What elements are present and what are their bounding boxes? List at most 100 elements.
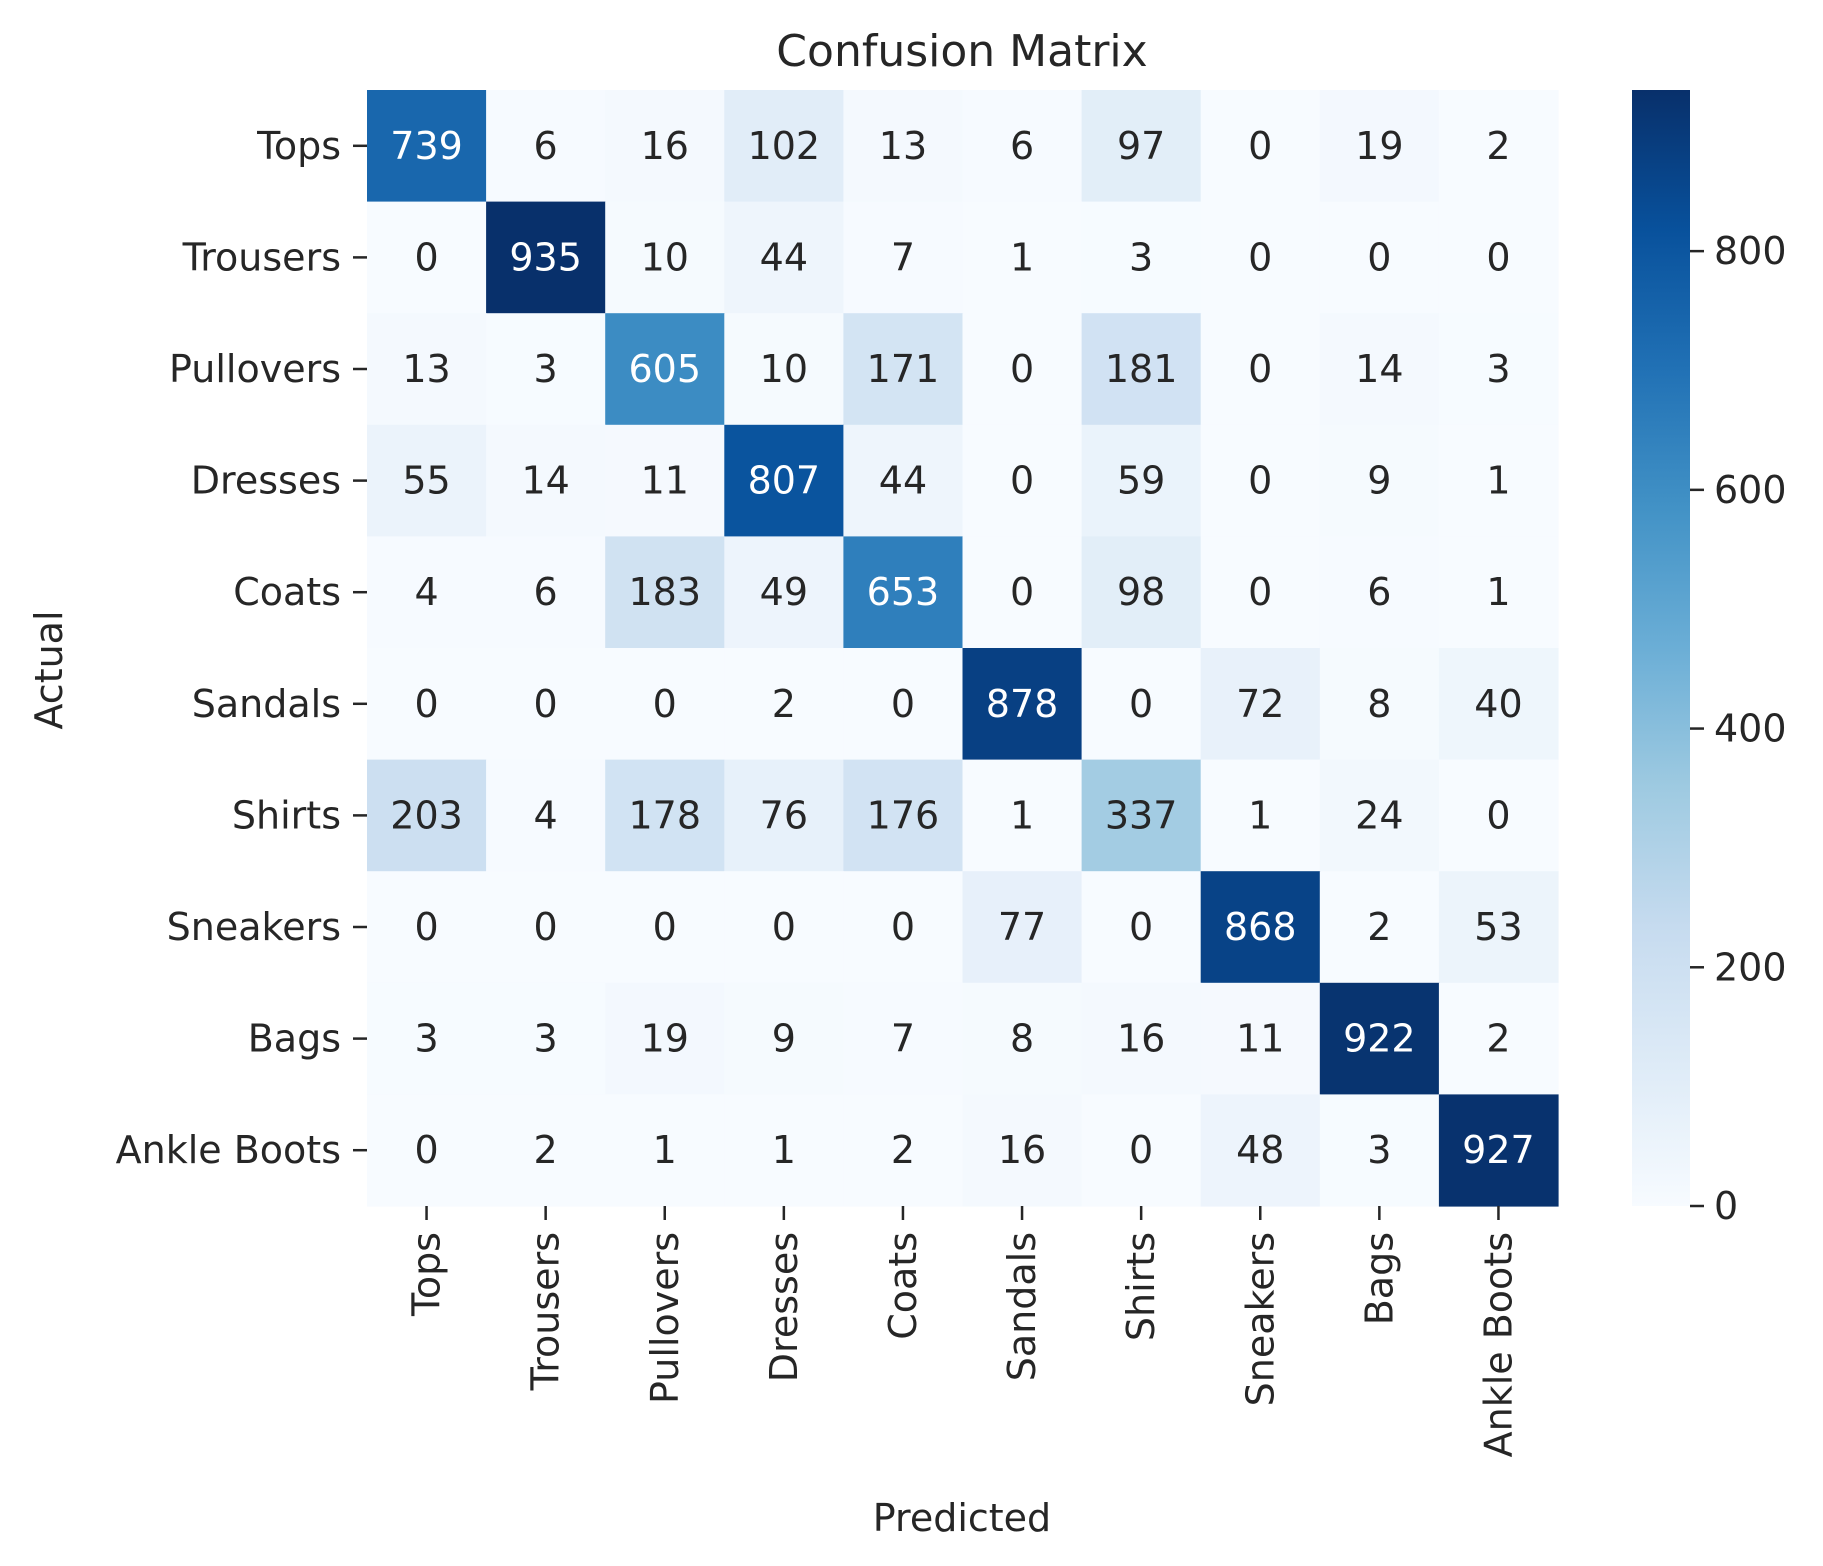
cell-value-label: 653 bbox=[867, 570, 940, 614]
cell-value-label: 0 bbox=[891, 682, 915, 726]
cell-value-label: 1 bbox=[1010, 793, 1034, 837]
heatmap-cell bbox=[367, 313, 487, 426]
x-axis-ticks: Tops Trousers Pullovers Dresses Coats Sandals… bbox=[405, 1206, 1520, 1457]
cell-value-label: 3 bbox=[414, 1017, 438, 1061]
heatmap-cells bbox=[367, 90, 1559, 1207]
cell-value-label: 97 bbox=[1117, 124, 1165, 168]
cell-value-label: 44 bbox=[760, 235, 808, 279]
cell-value-label: 3 bbox=[1367, 1128, 1391, 1172]
cell-value-label: 7 bbox=[891, 1017, 915, 1061]
cell-value-label: 868 bbox=[1224, 905, 1297, 949]
cell-value-label: 6 bbox=[1010, 124, 1034, 168]
y-tick-label: Tops bbox=[256, 124, 341, 168]
heatmap-cell bbox=[367, 648, 487, 761]
heatmap-cell bbox=[843, 1094, 964, 1207]
heatmap-cell bbox=[605, 1094, 725, 1207]
heatmap-cell bbox=[486, 424, 606, 537]
cell-value-label: 0 bbox=[1248, 124, 1272, 168]
heatmap-cell bbox=[1200, 759, 1321, 872]
cell-value-label: 13 bbox=[879, 124, 927, 168]
cell-value-label: 4 bbox=[414, 570, 438, 614]
heatmap-cell bbox=[1200, 536, 1321, 649]
cell-value-label: 203 bbox=[390, 793, 463, 837]
cell-value-label: 3 bbox=[1486, 347, 1510, 391]
cell-value-label: 0 bbox=[1248, 347, 1272, 391]
cell-value-label: 0 bbox=[653, 905, 677, 949]
y-tick-label: Sneakers bbox=[167, 905, 341, 949]
heatmap-cell bbox=[1438, 648, 1559, 761]
cell-value-label: 176 bbox=[867, 793, 940, 837]
heatmap-cell bbox=[486, 90, 606, 203]
x-tick-label: Bags bbox=[1357, 1232, 1401, 1325]
cell-value-label: 0 bbox=[1010, 570, 1034, 614]
heatmap-cell bbox=[605, 648, 725, 761]
heatmap-cell bbox=[1438, 313, 1559, 426]
heatmap-cell bbox=[1081, 648, 1202, 761]
cell-value-label: 0 bbox=[414, 235, 438, 279]
heatmap-cell bbox=[962, 759, 1083, 872]
colorbar bbox=[1632, 90, 1690, 1206]
cell-value-label: 0 bbox=[1367, 235, 1391, 279]
heatmap-cell bbox=[367, 424, 487, 537]
heatmap-cell bbox=[486, 201, 606, 314]
y-tick-label: Dresses bbox=[191, 459, 341, 503]
colorbar-tick-label: 800 bbox=[1714, 229, 1787, 273]
cell-value-label: 72 bbox=[1236, 682, 1284, 726]
colorbar-tick-label: 0 bbox=[1714, 1184, 1738, 1228]
heatmap-cell bbox=[962, 871, 1083, 984]
heatmap-cell bbox=[1319, 759, 1440, 872]
cell-value-label: 53 bbox=[1474, 905, 1522, 949]
cell-value-label: 1 bbox=[1010, 235, 1034, 279]
cell-value-label: 13 bbox=[402, 347, 450, 391]
cell-value-label: 878 bbox=[986, 682, 1059, 726]
cell-value-label: 807 bbox=[748, 459, 821, 503]
cell-value-label: 10 bbox=[641, 235, 689, 279]
heatmap-cell bbox=[1319, 982, 1440, 1095]
cell-value-label: 7 bbox=[891, 235, 915, 279]
cell-value-label: 76 bbox=[760, 793, 808, 837]
heatmap-cell bbox=[1438, 759, 1559, 872]
cell-value-label: 77 bbox=[998, 905, 1046, 949]
heatmap-cell bbox=[367, 201, 487, 314]
heatmap-cell bbox=[605, 424, 725, 537]
heatmap-cell bbox=[367, 982, 487, 1095]
heatmap-cell bbox=[1200, 871, 1321, 984]
cell-value-label: 0 bbox=[1129, 682, 1153, 726]
cell-value-label: 0 bbox=[653, 682, 677, 726]
cell-value-label: 14 bbox=[521, 459, 569, 503]
cell-value-label: 605 bbox=[628, 347, 701, 391]
heatmap-cell bbox=[1081, 759, 1202, 872]
cell-value-label: 102 bbox=[748, 124, 821, 168]
heatmap-cell bbox=[1081, 871, 1202, 984]
cell-value-label: 1 bbox=[1486, 570, 1510, 614]
cell-value-label: 49 bbox=[760, 570, 808, 614]
heatmap-cell bbox=[1438, 982, 1559, 1095]
heatmap-cell bbox=[724, 648, 844, 761]
colorbar-ticks: 0 200 400 600 800 bbox=[1690, 229, 1787, 1228]
heatmap-cell bbox=[1081, 90, 1202, 203]
heatmap-cell bbox=[724, 982, 844, 1095]
heatmap-cell bbox=[1200, 313, 1321, 426]
heatmap-cell bbox=[605, 313, 725, 426]
cell-value-label: 2 bbox=[1486, 124, 1510, 168]
heatmap-cell bbox=[605, 201, 725, 314]
heatmap-cell bbox=[1319, 648, 1440, 761]
heatmap-cell bbox=[843, 201, 964, 314]
cell-value-label: 11 bbox=[641, 459, 689, 503]
cell-value-label: 4 bbox=[534, 793, 558, 837]
cell-value-label: 2 bbox=[772, 682, 796, 726]
cell-value-label: 0 bbox=[414, 1128, 438, 1172]
heatmap-cell bbox=[724, 201, 844, 314]
cell-value-label: 16 bbox=[641, 124, 689, 168]
chart-title: Confusion Matrix bbox=[776, 26, 1147, 77]
heatmap-cell bbox=[367, 90, 487, 203]
cell-value-label: 1 bbox=[1248, 793, 1272, 837]
cell-value-label: 922 bbox=[1343, 1017, 1416, 1061]
cell-value-label: 178 bbox=[628, 793, 701, 837]
x-tick-label: Coats bbox=[881, 1232, 925, 1340]
cell-value-label: 10 bbox=[760, 347, 808, 391]
heatmap-cell bbox=[1200, 1094, 1321, 1207]
cell-value-label: 8 bbox=[1367, 682, 1391, 726]
heatmap-cell bbox=[1319, 201, 1440, 314]
